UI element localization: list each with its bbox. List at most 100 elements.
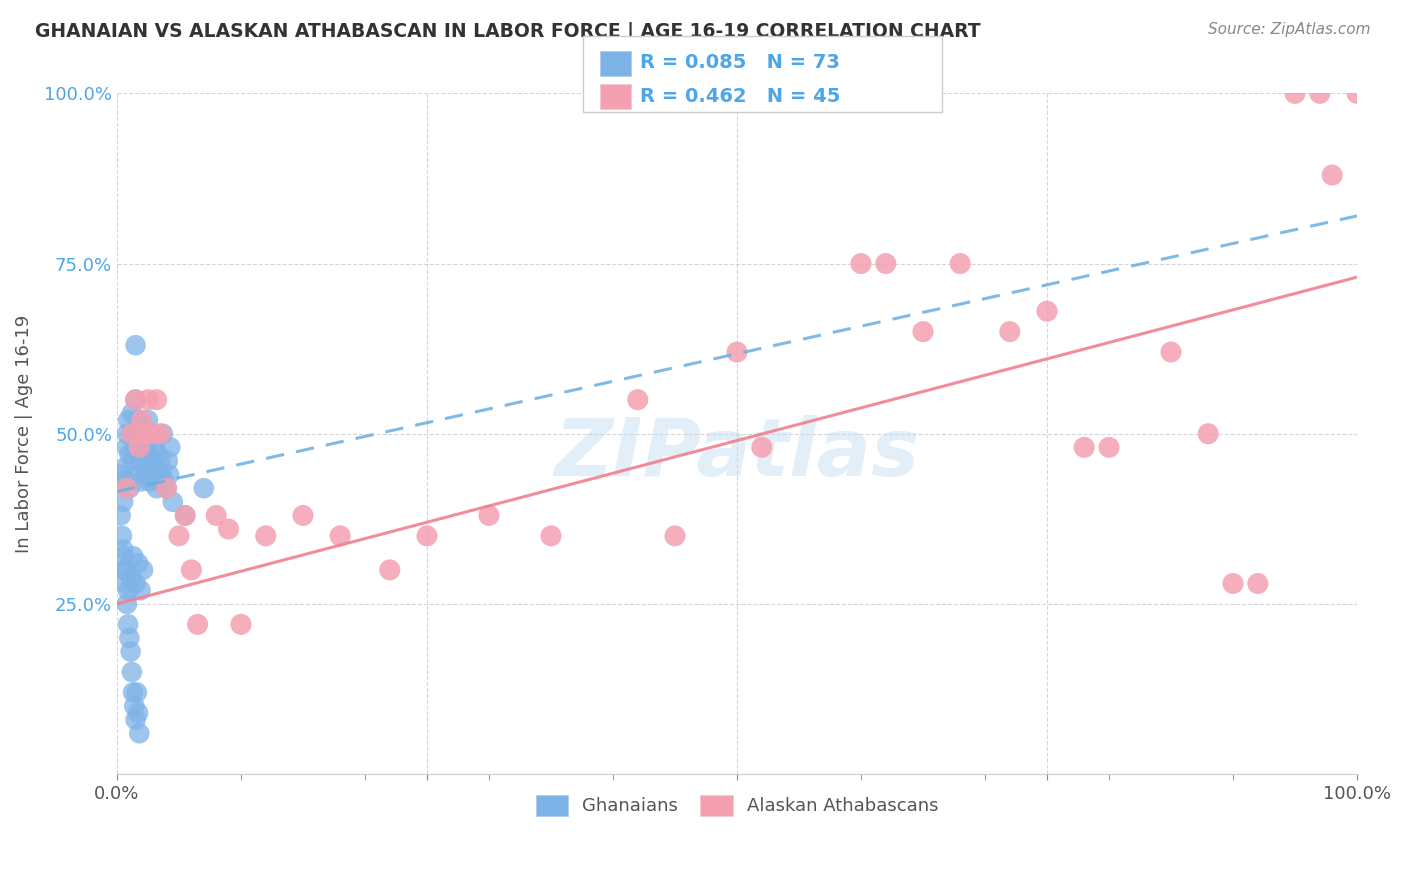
Point (143, 441, 166, 455)
Legend: Ghanaians, Alaskan Athabascans: Ghanaians, Alaskan Athabascans (529, 788, 946, 823)
Point (115, 481, 138, 495)
Point (115, 597, 138, 611)
Point (142, 467, 165, 482)
Text: GHANAIAN VS ALASKAN ATHABASCAN IN LABOR FORCE | AGE 16-19 CORRELATION CHART: GHANAIAN VS ALASKAN ATHABASCAN IN LABOR … (35, 22, 981, 42)
Point (112, 563, 135, 577)
Point (118, 631, 141, 645)
Point (157, 467, 180, 482)
Point (751, 441, 773, 455)
Point (112, 549, 135, 564)
Text: R = 0.085   N = 73: R = 0.085 N = 73 (640, 54, 839, 72)
Point (127, 556, 149, 570)
Point (1160, 345, 1182, 359)
Point (162, 495, 184, 509)
Point (540, 529, 562, 543)
Point (152, 426, 174, 441)
Point (115, 441, 138, 455)
Point (193, 481, 215, 495)
Point (117, 617, 139, 632)
Point (150, 467, 173, 482)
Point (129, 475, 152, 489)
Point (146, 447, 169, 461)
Point (167, 529, 190, 543)
Point (229, 617, 252, 632)
Point (138, 475, 160, 489)
Point (111, 529, 134, 543)
Point (128, 441, 150, 455)
Point (132, 563, 155, 577)
Point (1284, 87, 1306, 101)
Point (124, 713, 146, 727)
Point (135, 434, 157, 448)
Point (875, 256, 897, 270)
Point (141, 426, 163, 441)
Point (122, 685, 145, 699)
Point (118, 481, 141, 495)
Point (110, 508, 132, 523)
Point (145, 481, 167, 495)
Point (416, 529, 439, 543)
Point (134, 426, 156, 441)
Point (129, 583, 152, 598)
Point (121, 406, 143, 420)
Point (125, 467, 148, 482)
Text: Source: ZipAtlas.com: Source: ZipAtlas.com (1208, 22, 1371, 37)
Point (949, 256, 972, 270)
Y-axis label: In Labor Force | Age 16-19: In Labor Force | Age 16-19 (15, 315, 32, 553)
Point (124, 392, 146, 407)
Point (139, 426, 162, 441)
Point (117, 413, 139, 427)
Point (1222, 576, 1244, 591)
Point (122, 454, 145, 468)
Point (156, 454, 179, 468)
Point (124, 338, 146, 352)
Point (124, 576, 146, 591)
Point (1036, 304, 1059, 318)
Point (127, 413, 149, 427)
Point (115, 426, 138, 441)
Point (329, 529, 352, 543)
Text: R = 0.462   N = 45: R = 0.462 N = 45 (640, 87, 841, 105)
Point (120, 570, 142, 584)
Point (121, 426, 143, 441)
Point (112, 460, 135, 475)
Point (132, 420, 155, 434)
Point (155, 481, 177, 495)
Point (128, 447, 150, 461)
Point (378, 563, 401, 577)
Point (136, 447, 159, 461)
Point (218, 522, 240, 536)
Point (120, 644, 142, 658)
Point (849, 256, 872, 270)
Point (1309, 87, 1331, 101)
Point (998, 325, 1021, 339)
Point (145, 460, 167, 475)
Point (117, 583, 139, 598)
Point (180, 563, 202, 577)
Point (136, 392, 159, 407)
Point (121, 665, 143, 679)
Point (187, 617, 209, 632)
Point (159, 441, 181, 455)
Text: ZIPatlas: ZIPatlas (554, 415, 920, 493)
Point (148, 475, 170, 489)
Point (145, 392, 167, 407)
Point (125, 685, 148, 699)
Point (124, 426, 146, 441)
Point (254, 529, 277, 543)
Point (114, 563, 136, 577)
Point (153, 475, 176, 489)
Point (114, 475, 136, 489)
Point (174, 508, 197, 523)
Point (1346, 87, 1368, 101)
Point (664, 529, 686, 543)
Point (128, 726, 150, 740)
Point (627, 392, 650, 407)
Point (1322, 168, 1344, 182)
Point (155, 481, 177, 495)
Point (136, 413, 159, 427)
Point (131, 413, 153, 427)
Point (1197, 426, 1219, 441)
Point (124, 392, 146, 407)
Point (118, 447, 141, 461)
